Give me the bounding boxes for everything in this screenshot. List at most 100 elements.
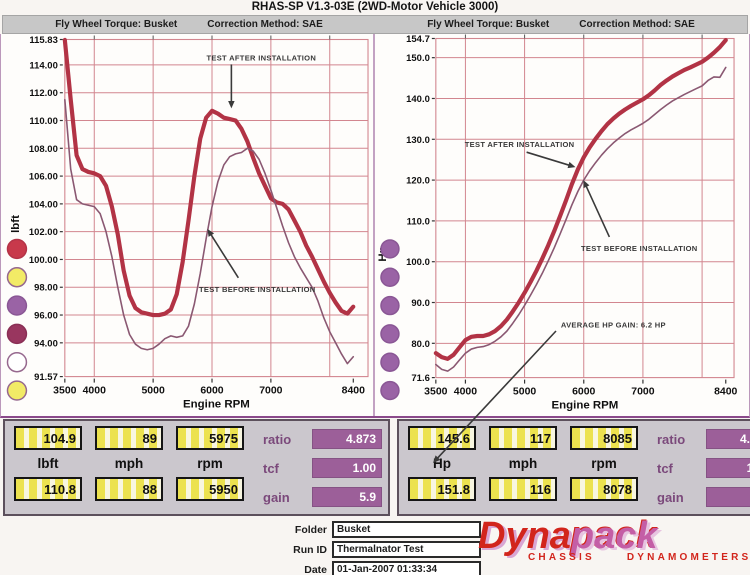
annotation-arrow: [209, 232, 240, 279]
page-title: RHAS-SP V1.3-03E (2WD-Motor Vehicle 3000…: [251, 1, 499, 13]
annotation-text: TEST AFTER INSTALLATION: [206, 53, 316, 62]
legend-marker-icon: [380, 380, 400, 401]
lcd-label-lbft: lbft: [37, 456, 59, 471]
annotation-arrowhead: [228, 101, 235, 109]
y-tick-label: 140.0: [406, 94, 430, 105]
x-tick-label: 8400: [342, 386, 365, 397]
logo-chassis: CHASSIS: [528, 552, 595, 563]
curve-test-after: [433, 37, 728, 361]
y-tick-label: 98.00: [34, 283, 58, 294]
readout-row: 104.9 89 5975 lbft mph rpm 110.8 88 5950…: [0, 419, 750, 516]
legend-marker-icon: [6, 238, 28, 260]
legend-marker-icon: [380, 267, 400, 287]
annotation-text: TEST BEFORE INSTALLATION: [199, 285, 316, 294]
lcd-hp-bottom: 151.8: [408, 477, 476, 501]
charts-row: 115.83 114.00 112.00 110.00 108.00 106.00 104.…: [0, 34, 750, 418]
curve-test-after: [62, 37, 356, 318]
y-tick-label: 80.0: [411, 339, 429, 350]
y-tick-label: 115.83: [29, 35, 57, 46]
logo-subtitle: CHASSIS DYNAMOMETERS: [478, 552, 748, 563]
folder-label: Folder: [294, 523, 327, 536]
lcd-grid: 104.9 89 5975 lbft mph rpm 110.8 88 5950: [14, 426, 244, 509]
y-tick-label: 94.00: [34, 338, 58, 349]
gain-label: gain: [657, 489, 684, 505]
torque-chart: 115.83 114.00 112.00 110.00 108.00 106.00 104.…: [6, 35, 369, 411]
x-axis-title: Engine RPM: [552, 400, 619, 412]
x-tick-label: 4000: [454, 387, 477, 398]
lcd-rpm-bottom: 5950: [176, 477, 244, 501]
y-tick-label: 96.00: [34, 311, 58, 322]
tcf-value: 1.00: [706, 458, 750, 478]
lcd-torque-bottom: 110.8: [14, 477, 82, 501]
y-tick-label: 91.57: [34, 372, 58, 383]
run-id-label: Run ID: [293, 543, 327, 556]
x-tick-label: 3500: [53, 386, 76, 397]
y-tick-label: 130.0: [406, 135, 430, 146]
x-tick-label: 5000: [141, 386, 164, 397]
stats-grid: ratio 4.873 tcf 1.00 gain 6.2: [657, 429, 750, 509]
hp-chart: 154.7 150.0 140.0 130.0 120.0 110.0 100.0 90.0 8…: [377, 34, 738, 412]
lcd-rpm-top: 5975: [176, 426, 244, 450]
legend-marker-icon: [380, 352, 400, 372]
annotation-arrow: [584, 184, 611, 238]
y-tick-label: 100.00: [29, 255, 58, 266]
legend-marker-icon: [380, 239, 400, 259]
date-label: Date: [304, 563, 327, 575]
plot-border: [64, 38, 369, 378]
torque-chart-panel: 115.83 114.00 112.00 110.00 108.00 106.00 104.…: [1, 34, 373, 416]
y-tick-label: 120.0: [406, 176, 430, 187]
x-tick-label: 6000: [200, 386, 223, 397]
legend-marker-icon: [6, 295, 28, 316]
x-tick-label: 6000: [572, 387, 595, 398]
correction-method-label: Correction Method: SAE: [579, 19, 695, 30]
run-id-field[interactable]: Thermalnator Test: [332, 541, 481, 558]
legend-marker-icon: [6, 380, 28, 401]
x-axis-title: Engine RPM: [183, 399, 250, 411]
x-tick-label: 5000: [513, 387, 536, 398]
torque-readout-panel: 104.9 89 5975 lbft mph rpm 110.8 88 5950…: [3, 419, 390, 516]
hp-readout-panel: 145.6 117 8085 Hp mph rpm 151.8 116 8078…: [397, 419, 750, 516]
legend-marker-icon: [6, 323, 28, 345]
folder-field[interactable]: Busket: [332, 521, 481, 538]
y-tick-label: 150.0: [406, 53, 430, 64]
legend-marker-icon: [6, 352, 28, 373]
y-tick-label: 112.00: [29, 88, 57, 99]
annotation-text: TEST AFTER INSTALLATION: [465, 140, 575, 149]
gain-value: 5.9: [312, 487, 382, 507]
folder-row: Folder Busket: [280, 521, 481, 538]
legend-marker-icon: [380, 295, 400, 316]
tcf-label: tcf: [657, 460, 673, 476]
lcd-label-rpm: rpm: [591, 456, 617, 471]
ratio-value: 4.873: [706, 429, 750, 449]
logo-dyna: Dyna: [478, 515, 571, 557]
x-tick-label: 3500: [424, 387, 447, 398]
annotation-arrowhead: [567, 161, 576, 169]
y-tick-label: 114.00: [29, 60, 57, 71]
lcd-grid: 145.6 117 8085 Hp mph rpm 151.8 116 8078: [408, 426, 638, 509]
ratio-label: ratio: [657, 431, 686, 447]
curve-test-before: [64, 98, 355, 365]
y-tick-label: 106.00: [29, 172, 58, 183]
x-tick-label: 7000: [259, 386, 282, 397]
lcd-mph-bottom: 116: [489, 477, 557, 501]
lcd-mph-top: 117: [489, 426, 557, 450]
lcd-label-rpm: rpm: [197, 456, 223, 471]
lcd-torque-top: 104.9: [14, 426, 82, 450]
lcd-label-mph: mph: [114, 456, 144, 471]
gain-value: 6.2: [706, 487, 750, 507]
lcd-mph-bottom: 88: [95, 477, 163, 501]
x-tick-label: 8400: [714, 387, 737, 398]
y-tick-label: 90.0: [411, 298, 429, 309]
plot-border: [435, 37, 735, 379]
footer: Folder Busket Run ID Thermalnator Test D…: [0, 515, 750, 575]
date-row: Date 01-Jan-2007 01:33:34: [280, 561, 481, 575]
dynapack-logo: Dynapack CHASSIS DYNAMOMETERS: [478, 515, 748, 563]
lcd-label-mph: mph: [508, 456, 538, 471]
ratio-value: 4.873: [312, 429, 382, 449]
annotation-arrowhead: [583, 180, 590, 189]
header-right: Fly Wheel Torque: Busket Correction Meth…: [375, 16, 747, 33]
logo-wordmark: Dynapack: [478, 515, 742, 557]
x-tick-label: 7000: [631, 387, 654, 398]
date-field[interactable]: 01-Jan-2007 01:33:34: [332, 561, 481, 575]
